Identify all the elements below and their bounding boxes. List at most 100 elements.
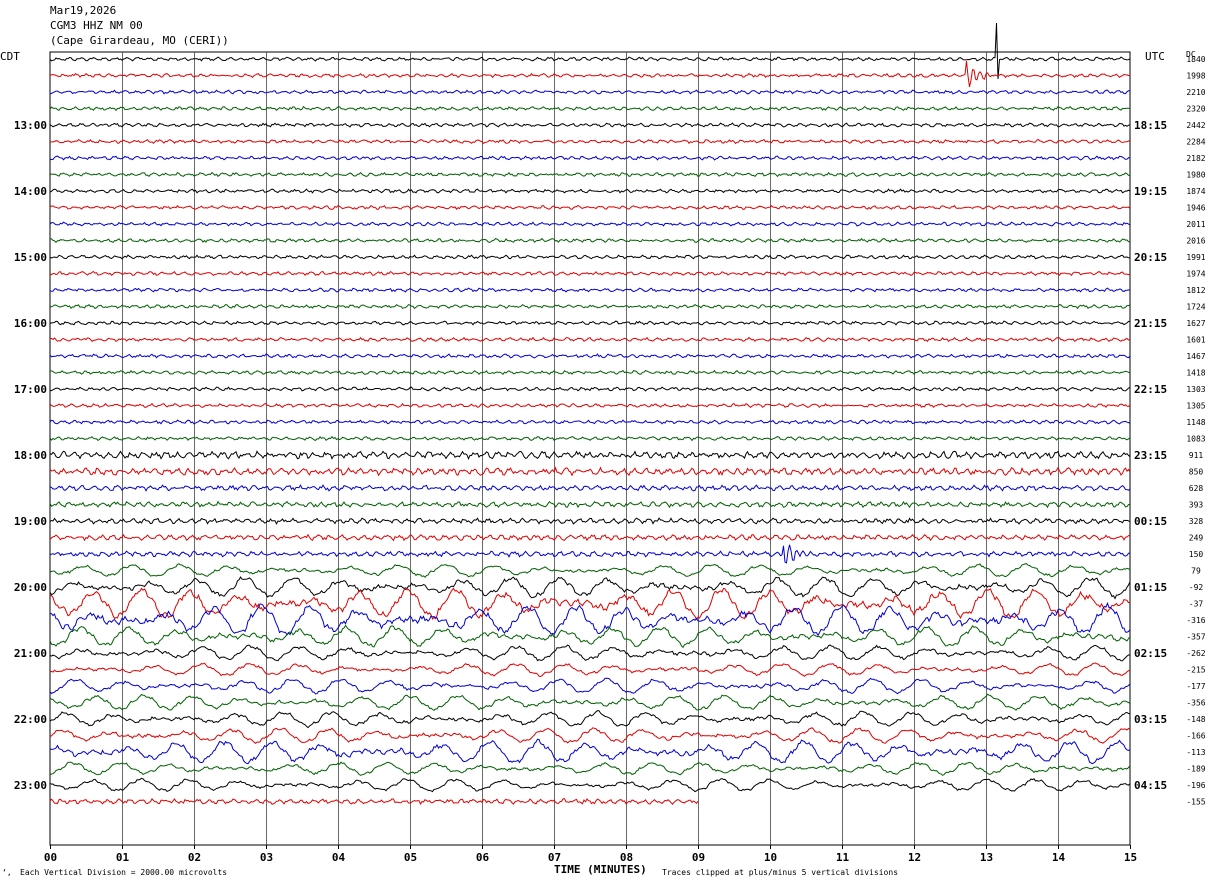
right-timezone-label: UTC — [1145, 50, 1165, 63]
dc-offset-label-11: 2016 — [1186, 237, 1205, 246]
x-tick-label-12: 12 — [908, 851, 921, 864]
right-hour-label-4: 22:15 — [1134, 383, 1167, 396]
dc-offset-label-32: -92 — [1189, 583, 1204, 592]
dc-offset-label-13: 1974 — [1186, 270, 1205, 279]
dc-offset-label-0: 1840 — [1186, 55, 1205, 64]
scale-note: Each Vertical Division = 2000.00 microvo… — [20, 868, 228, 877]
x-tick-label-03: 03 — [260, 851, 273, 864]
dc-offset-label-43: -189 — [1186, 765, 1205, 774]
trace-line-11 — [49, 237, 1131, 244]
right-hour-label-10: 04:15 — [1134, 779, 1167, 792]
trace-line-19 — [49, 369, 1131, 376]
left-timezone-label: CDT — [0, 50, 20, 63]
right-hour-label-7: 01:15 — [1134, 581, 1167, 594]
dc-offset-label-12: 1991 — [1186, 253, 1205, 262]
trace-line-45 — [49, 798, 699, 806]
trace-line-26 — [49, 484, 1131, 492]
x-tick-label-09: 09 — [692, 851, 705, 864]
trace-line-38 — [49, 677, 1131, 695]
trace-line-7 — [49, 171, 1131, 178]
dc-offset-label-28: 328 — [1189, 517, 1204, 526]
dc-offset-label-15: 1724 — [1186, 303, 1205, 312]
left-hour-label-0: 13:00 — [14, 119, 47, 132]
trace-line-17 — [49, 336, 1131, 343]
dc-offset-label-10: 2011 — [1186, 220, 1205, 229]
dc-offset-label-6: 2182 — [1186, 154, 1205, 163]
dc-offset-label-25: 850 — [1189, 468, 1204, 477]
left-hour-label-9: 22:00 — [14, 713, 47, 726]
trace-line-2 — [49, 89, 1131, 95]
dc-offset-label-26: 628 — [1189, 484, 1204, 493]
dc-offset-label-39: -356 — [1186, 699, 1205, 708]
left-hour-label-6: 19:00 — [14, 515, 47, 528]
trace-line-28 — [49, 517, 1131, 525]
dc-offset-label-18: 1467 — [1186, 352, 1205, 361]
x-tick-label-13: 13 — [980, 851, 993, 864]
dc-offset-label-21: 1305 — [1186, 402, 1205, 411]
minute-grid — [50, 52, 1131, 849]
trace-line-21 — [49, 402, 1131, 409]
trace-line-23 — [49, 435, 1131, 442]
axis-labels: 00 01 02 03 04 05 06 07 08 09 10 11 12 13 14 15 1840 1998… — [14, 55, 1206, 864]
right-hour-label-2: 20:15 — [1134, 251, 1167, 264]
trace-line-10 — [49, 221, 1131, 227]
trace-line-0 — [49, 22, 1131, 80]
dc-offset-label-44: -196 — [1186, 781, 1205, 790]
dc-offset-label-37: -215 — [1186, 666, 1205, 675]
trace-line-43 — [49, 761, 1131, 776]
right-hour-label-3: 21:15 — [1134, 317, 1167, 330]
x-tick-label-07: 07 — [548, 851, 561, 864]
x-tick-label-04: 04 — [332, 851, 346, 864]
dc-offset-label-1: 1998 — [1186, 72, 1205, 81]
dc-offset-label-7: 1980 — [1186, 171, 1205, 180]
left-hour-label-2: 15:00 — [14, 251, 47, 264]
trace-line-35 — [49, 624, 1131, 649]
dc-offset-label-23: 1083 — [1186, 435, 1205, 444]
clip-note: Traces clipped at plus/minus 5 vertical … — [662, 868, 899, 877]
dc-offset-label-16: 1627 — [1186, 319, 1205, 328]
trace-line-16 — [49, 320, 1131, 326]
left-hour-label-7: 20:00 — [14, 581, 47, 594]
trace-line-12 — [49, 254, 1131, 260]
trace-line-18 — [49, 353, 1131, 359]
trace-line-13 — [49, 270, 1131, 277]
trace-line-29 — [49, 533, 1130, 542]
dc-offset-label-20: 1303 — [1186, 385, 1205, 394]
trace-line-34 — [50, 601, 1131, 637]
trace-line-42 — [49, 738, 1131, 765]
header-location: (Cape Girardeau, MO (CERI)) — [50, 34, 229, 47]
trace-line-4 — [49, 122, 1131, 128]
right-hour-label-0: 18:15 — [1134, 119, 1167, 132]
trace-line-37 — [49, 662, 1131, 678]
x-tick-label-05: 05 — [404, 851, 417, 864]
trace-line-25 — [49, 466, 1131, 477]
x-tick-label-15: 15 — [1124, 851, 1137, 864]
left-hour-label-3: 16:00 — [14, 317, 47, 330]
dc-offset-label-31: 79 — [1191, 567, 1201, 576]
dc-offset-label-34: -316 — [1186, 616, 1205, 625]
x-axis-title: TIME (MINUTES) — [554, 863, 647, 876]
plot-frame — [49, 51, 1131, 846]
dc-offset-label-17: 1601 — [1186, 336, 1205, 345]
corner-mark: ‘‚ — [2, 868, 12, 877]
left-hour-label-5: 18:00 — [14, 449, 47, 462]
trace-line-24 — [49, 450, 1131, 461]
plot-border — [49, 51, 1131, 846]
dc-offset-label-4: 2442 — [1186, 121, 1205, 130]
left-hour-label-8: 21:00 — [14, 647, 47, 660]
dc-offset-label-19: 1418 — [1186, 369, 1205, 378]
dc-header-label: DC — [1186, 50, 1196, 59]
trace-line-9 — [49, 204, 1131, 211]
trace-line-44 — [49, 777, 1131, 793]
dc-offset-label-42: -113 — [1186, 748, 1205, 757]
right-hour-label-8: 02:15 — [1134, 647, 1167, 660]
trace-line-22 — [49, 419, 1131, 425]
x-tick-label-06: 06 — [476, 851, 490, 864]
seismic-traces — [49, 22, 1131, 806]
dc-offset-label-41: -166 — [1186, 732, 1205, 741]
dc-offset-label-36: -262 — [1186, 649, 1205, 658]
header-date: Mar19,2026 — [50, 4, 117, 17]
dc-offset-label-35: -357 — [1186, 633, 1205, 642]
x-tick-label-01: 01 — [116, 851, 130, 864]
